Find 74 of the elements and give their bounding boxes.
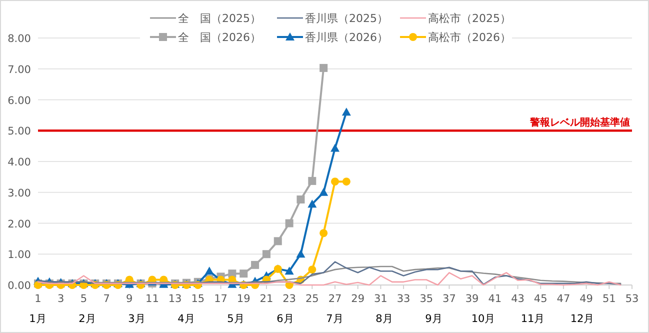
y-tick-label: 0.00 [8,280,31,292]
legend-label: 香川県（2026） [305,31,388,44]
legend-label: 高松市（2026） [428,31,511,44]
point [296,250,306,258]
y-tick-label: 4.00 [8,156,31,168]
legend-label: 全 国（2025） [178,12,261,25]
text: 6月 [276,313,294,325]
point [331,178,339,186]
point [319,188,328,196]
point [308,176,316,185]
text: 4月 [178,313,196,325]
point [240,270,248,278]
text: 9月 [425,313,443,325]
point [308,266,316,274]
point [342,108,351,116]
x-tick-label: 15 [191,293,205,305]
x-tick-label: 33 [396,293,410,305]
x-tick-label: 1 [34,293,42,305]
x-tick-label: 37 [442,293,456,305]
x-tick-label: 9 [126,293,133,305]
legend-label: 高松市（2025） [428,12,511,25]
x-tick-label: 23 [282,293,296,305]
point [342,178,350,186]
y-tick-label: 2.00 [8,218,31,230]
x-tick-label: 19 [236,293,250,305]
x-tick-label: 47 [556,293,570,305]
legend-label: 全 国（2026） [178,31,261,44]
x-tick-label: 27 [328,293,342,305]
point [204,266,214,275]
text: 5月 [227,313,245,325]
x-tick-label: 7 [103,293,110,305]
point [296,195,305,204]
y-tick-label: 8.00 [8,33,31,45]
point [285,219,294,228]
x-tick-label: 31 [374,293,388,305]
legend-label: 香川県（2025） [305,12,388,25]
text: 10月 [471,313,496,325]
x-tick-label: 51 [602,293,616,305]
point [274,237,282,246]
point [251,260,260,269]
point [320,64,328,72]
y-tick-label: 6.00 [8,94,31,107]
y-tick-label: 5.00 [8,126,31,138]
ref-line-label: 警報レベル開始基準値 [529,116,630,129]
point [320,229,328,238]
point [330,144,340,152]
text: 3月 [128,313,146,325]
x-tick-label: 53 [625,293,639,305]
x-tick-label: 43 [511,293,524,305]
y-tick-label: 3.00 [8,187,31,200]
x-tick-label: 3 [58,293,64,305]
text: 7月 [326,313,344,325]
x-tick-label: 5 [80,293,88,305]
x-tick-label: 25 [305,293,319,305]
x-tick-label: 21 [260,293,274,305]
x-tick-label: 35 [420,293,434,305]
x-tick-label: 11 [146,293,159,305]
text: 11月 [520,313,546,325]
point [262,250,270,258]
point [284,266,294,275]
x-tick-label: 41 [488,293,502,305]
y-tick-label: 7.00 [8,64,31,76]
x-tick-label: 13 [168,293,182,305]
text: 12月 [570,313,595,325]
y-tick-label: 1.00 [8,249,31,262]
text: 1月 [29,313,47,325]
point [308,200,317,208]
x-tick-label: 45 [534,293,548,305]
x-tick-label: 29 [351,293,365,305]
x-tick-label: 39 [465,293,479,305]
x-tick-label: 49 [580,293,593,305]
text: 8月 [376,313,394,325]
x-tick-label: 17 [214,293,228,305]
text: 2月 [78,313,96,325]
